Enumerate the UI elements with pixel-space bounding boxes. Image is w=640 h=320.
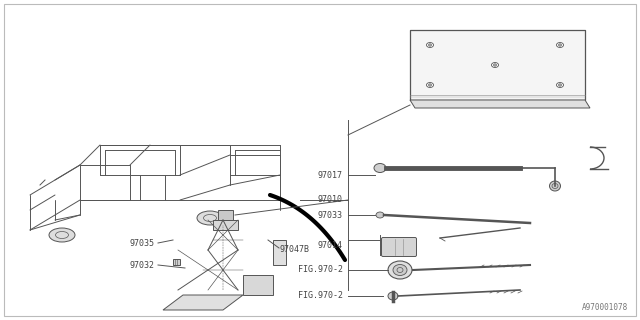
Ellipse shape [376,212,384,218]
Ellipse shape [426,43,433,47]
Ellipse shape [550,181,561,191]
Ellipse shape [49,228,75,242]
Ellipse shape [426,83,433,87]
FancyBboxPatch shape [381,237,417,257]
Polygon shape [218,210,233,220]
Ellipse shape [559,44,561,46]
Ellipse shape [197,211,223,225]
Ellipse shape [493,64,497,66]
Polygon shape [410,30,585,100]
Ellipse shape [388,261,412,279]
Ellipse shape [374,164,386,172]
Text: 97035: 97035 [130,238,155,247]
Ellipse shape [557,83,563,87]
Ellipse shape [388,292,398,300]
Ellipse shape [492,62,499,68]
Text: 97014: 97014 [318,241,343,250]
Polygon shape [173,259,180,265]
Text: 97017: 97017 [318,171,343,180]
Text: 97033: 97033 [318,211,343,220]
Polygon shape [410,100,590,108]
Ellipse shape [429,84,431,86]
Ellipse shape [559,84,561,86]
Ellipse shape [429,44,431,46]
Ellipse shape [557,43,563,47]
Polygon shape [213,220,238,230]
Text: A970001078: A970001078 [582,303,628,312]
Polygon shape [163,295,243,310]
Text: 97047B: 97047B [280,245,310,254]
Polygon shape [243,275,273,295]
Text: FIG.970-2: FIG.970-2 [298,292,343,300]
Text: 97010: 97010 [318,196,343,204]
Text: FIG.970-2: FIG.970-2 [298,266,343,275]
Polygon shape [273,240,286,265]
Ellipse shape [393,265,407,276]
Text: 97032: 97032 [130,260,155,269]
